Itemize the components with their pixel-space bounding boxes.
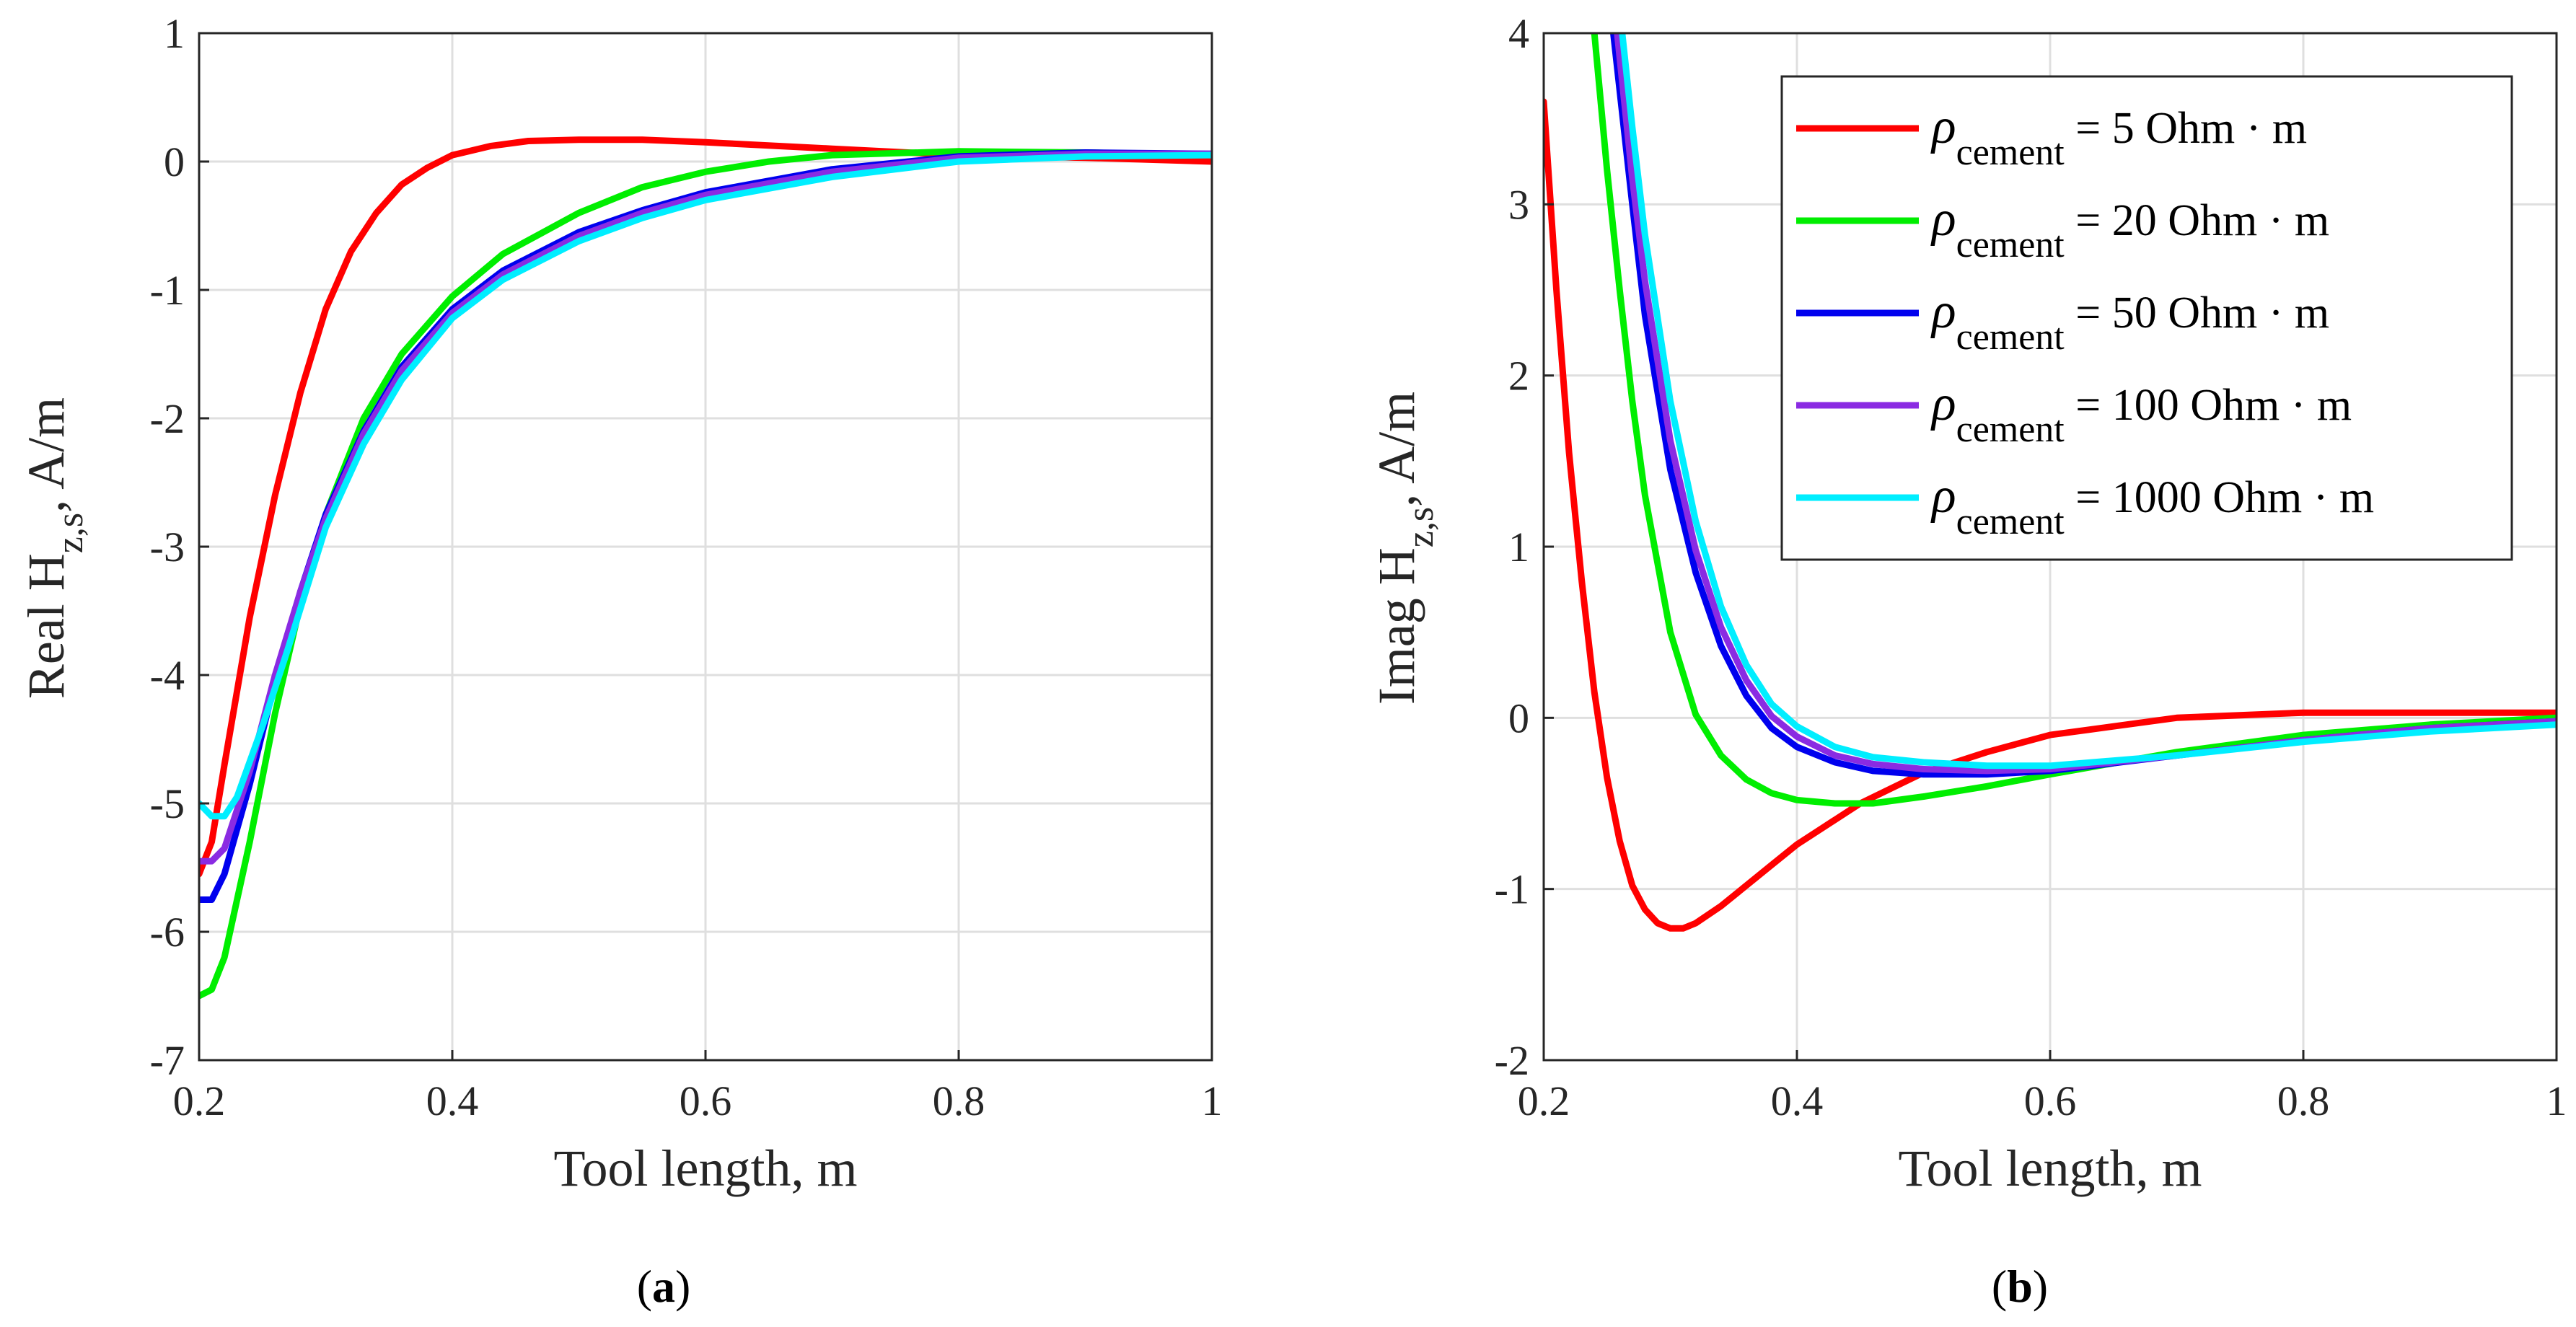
x-tick-label: 0.6 bbox=[680, 1077, 732, 1124]
series-line-5 bbox=[1619, 33, 2557, 770]
y-tick-label: -3 bbox=[150, 524, 185, 570]
series-line-4 bbox=[199, 150, 1212, 865]
y-tick-label: 1 bbox=[1508, 524, 1529, 570]
x-tick-label: 1 bbox=[1202, 1077, 1223, 1124]
panel-caption: (b) bbox=[1992, 1261, 2048, 1312]
y-tick-label: 4 bbox=[1508, 10, 1529, 57]
legend-entry: ρcement = 50 Ohm · m bbox=[1930, 283, 2329, 358]
y-tick-label: -5 bbox=[150, 780, 185, 827]
y-tick-label: -1 bbox=[1495, 866, 1529, 913]
y-tick-label: 0 bbox=[164, 138, 185, 185]
legend-entry: ρcement = 1000 Ohm · m bbox=[1930, 468, 2374, 542]
y-tick-label: -1 bbox=[150, 267, 185, 314]
panel-caption: (a) bbox=[637, 1261, 691, 1312]
legend: ρcement = 5 Ohm · m ρcement = 20 Ohm · m ρ… bbox=[1780, 75, 2513, 561]
series-line-2 bbox=[199, 148, 1212, 1000]
x-axis-label: Tool length, m bbox=[1899, 1139, 2202, 1197]
x-tick-label: 0.8 bbox=[2277, 1077, 2330, 1124]
y-tick-label: -7 bbox=[150, 1037, 185, 1084]
legend-entry: ρcement = 20 Ohm · m bbox=[1930, 191, 2329, 265]
y-axis-label: Real Hz,s, A/m bbox=[17, 397, 91, 699]
y-tick-label: 0 bbox=[1508, 695, 1529, 741]
panel-b: 0.2 0.4 0.6 0.8 1 -2 -1 0 1 2 3 4 Tool length, m Imag… bbox=[1368, 10, 2567, 1312]
y-tick-label: -2 bbox=[150, 395, 185, 442]
series-line-1 bbox=[199, 136, 1212, 878]
series-group bbox=[1544, 33, 2557, 932]
x-tick-label: 0.8 bbox=[933, 1077, 985, 1124]
y-tick-label: -2 bbox=[1495, 1037, 1529, 1084]
panel-a: 0.2 0.4 0.6 0.8 1 -7 -6 -5 -4 -3 -2 -1 0 1 Tool length… bbox=[17, 10, 1223, 1312]
legend-entry: ρcement = 5 Ohm · m bbox=[1930, 99, 2307, 173]
x-tick-label: 0.6 bbox=[2024, 1077, 2077, 1124]
series-line-5 bbox=[199, 151, 1212, 820]
y-tick-label: 3 bbox=[1508, 181, 1529, 228]
x-tick-label: 1 bbox=[2546, 1077, 2567, 1124]
y-tick-label: 2 bbox=[1508, 353, 1529, 400]
legend-entry: ρcement = 100 Ohm · m bbox=[1930, 376, 2352, 450]
y-tick-label: 1 bbox=[164, 10, 185, 57]
x-axis-label: Tool length, m bbox=[554, 1139, 858, 1197]
x-tick-label: 0.2 bbox=[1518, 1077, 1570, 1124]
series-group bbox=[199, 136, 1212, 1000]
series-line-1 bbox=[1544, 98, 2557, 932]
y-tick-label: -6 bbox=[150, 909, 185, 956]
legend-box bbox=[1780, 75, 2513, 561]
x-tick-label: 0.2 bbox=[173, 1077, 226, 1124]
x-tick-label: 0.4 bbox=[1771, 1077, 1824, 1124]
y-axis-label: Imag Hz,s, A/m bbox=[1368, 392, 1441, 705]
x-tick-label: 0.4 bbox=[426, 1077, 479, 1124]
y-tick-label: -4 bbox=[150, 652, 185, 699]
